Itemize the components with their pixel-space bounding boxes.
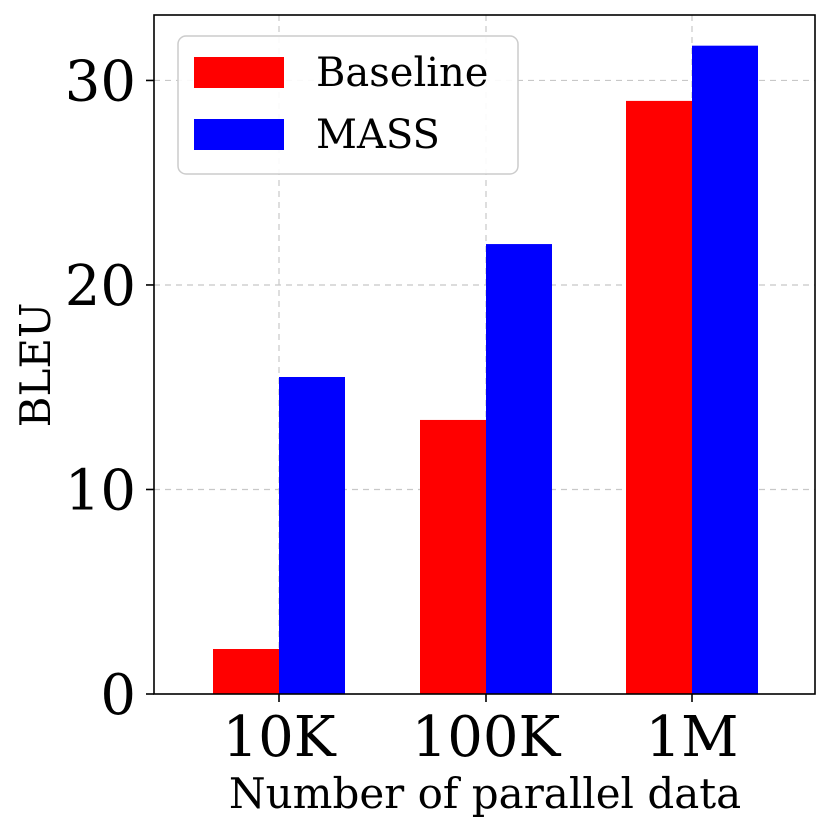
x-tick-label: 10K bbox=[222, 705, 336, 770]
x-axis-label: Number of parallel data bbox=[229, 769, 741, 818]
x-tick-label: 1M bbox=[646, 705, 739, 770]
legend-swatch-mass bbox=[194, 119, 284, 150]
bar-mass-10k bbox=[279, 376, 345, 694]
legend: Baseline MASS bbox=[177, 35, 519, 175]
bars bbox=[213, 45, 758, 695]
y-tick-label: 0 bbox=[100, 663, 136, 728]
x-tick-label: 100K bbox=[412, 705, 562, 770]
bar-baseline-1m bbox=[626, 100, 692, 695]
x-axis-ticks: 10K 100K 1M bbox=[222, 694, 738, 770]
plot-frame bbox=[153, 14, 816, 695]
bar-baseline-10k bbox=[213, 649, 279, 694]
bar-mass-1m bbox=[692, 45, 758, 694]
y-tick-label: 20 bbox=[65, 254, 136, 319]
y-axis-ticks: 0 10 20 30 bbox=[65, 49, 154, 728]
legend-label-baseline: Baseline bbox=[316, 50, 488, 96]
legend-label-mass: MASS bbox=[316, 112, 440, 158]
bar-baseline-100k bbox=[420, 419, 486, 694]
legend-swatch-baseline bbox=[194, 57, 284, 88]
y-tick-label: 30 bbox=[65, 49, 136, 114]
y-tick-label: 10 bbox=[65, 458, 136, 523]
bar-mass-100k bbox=[486, 244, 552, 694]
y-axis-label: BLEU bbox=[11, 303, 60, 428]
